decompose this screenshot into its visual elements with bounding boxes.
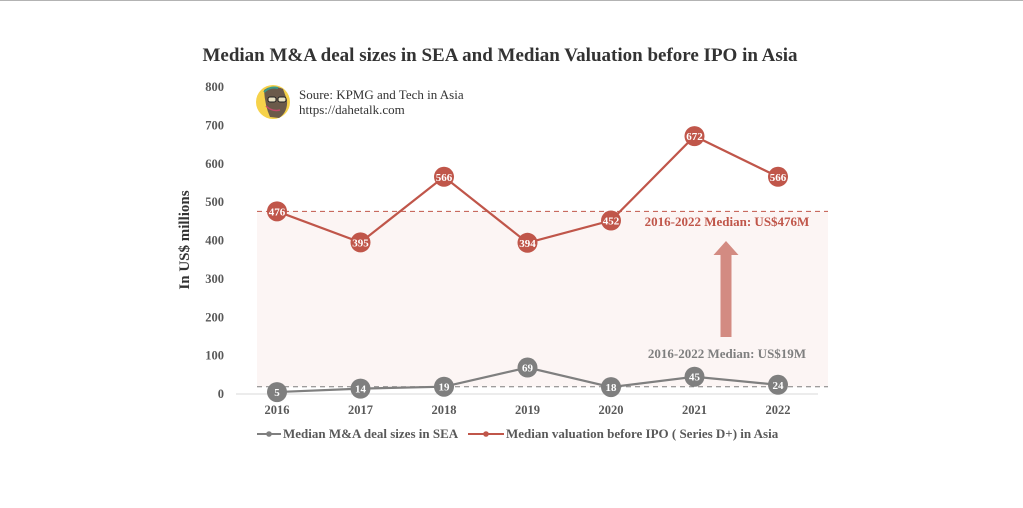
series-ipo-valuation: 476 395 566 394 452 672 566	[267, 126, 788, 253]
data-point	[517, 357, 538, 378]
series-layer: 5 14 19 69 18 45 24 476 395 566 394 452 672 566	[267, 126, 788, 403]
data-label: 395	[352, 237, 369, 249]
data-point	[684, 126, 705, 147]
x-tick-label: 2019	[515, 403, 540, 417]
avatar-hair	[263, 86, 279, 93]
data-label: 14	[355, 384, 367, 396]
data-label: 566	[436, 172, 453, 184]
data-point	[517, 232, 538, 253]
data-point	[601, 377, 621, 398]
data-point	[768, 166, 788, 187]
legend-label-ma: Median M&A deal sizes in SEA	[283, 426, 459, 441]
data-label: 19	[439, 382, 451, 394]
avatar-detail	[265, 105, 281, 112]
data-label: 566	[770, 172, 787, 184]
data-label: 476	[269, 206, 286, 218]
legend: Median M&A deal sizes in SEA Median valu…	[257, 426, 779, 441]
data-point	[350, 232, 371, 253]
data-label: 452	[603, 216, 620, 228]
y-tick-label: 0	[218, 387, 224, 401]
y-axis-label: In US$ millions	[177, 190, 193, 289]
x-tick-label: 2021	[682, 403, 707, 417]
y-tick-label: 300	[205, 272, 224, 286]
avatar-glasses-right	[277, 96, 287, 103]
data-point	[350, 378, 371, 399]
data-point	[434, 166, 454, 187]
data-label: 672	[686, 131, 703, 143]
data-label: 45	[689, 372, 701, 384]
reference-label-valuation: 2016-2022 Median: US$476M	[645, 214, 810, 229]
legend-item-ipo: Median valuation before IPO ( Series D+)…	[468, 426, 779, 441]
source-block: Soure: KPMG and Tech in Asia https://dah…	[256, 85, 464, 119]
data-label: 394	[519, 238, 536, 250]
reference-label-ma: 2016-2022 Median: US$19M	[648, 346, 806, 361]
chart-title: Median M&A deal sizes in SEA and Median …	[202, 45, 798, 66]
data-label: 18	[606, 382, 618, 394]
legend-label-ipo: Median valuation before IPO ( Series D+)…	[506, 426, 779, 441]
y-tick-label: 800	[205, 80, 224, 94]
legend-marker-ma	[266, 431, 272, 437]
x-tick-label: 2022	[766, 403, 791, 417]
data-point	[434, 376, 454, 397]
arrow-annotation-layer	[713, 241, 739, 337]
top-border	[0, 0, 1023, 1]
data-point	[267, 201, 287, 222]
x-tick-label: 2018	[432, 403, 457, 417]
author-avatar	[256, 85, 290, 119]
avatar-face	[264, 86, 288, 118]
data-label: 24	[773, 380, 785, 392]
up-arrow-icon	[713, 241, 739, 337]
data-label: 69	[522, 363, 534, 375]
avatar-glasses-left	[267, 96, 277, 103]
x-tick-label: 2016	[265, 403, 290, 417]
data-label: 5	[274, 387, 280, 399]
legend-item-ma: Median M&A deal sizes in SEA	[257, 426, 459, 441]
data-point	[601, 210, 621, 231]
source-url: https://dahetalk.com	[299, 102, 405, 117]
axis-layer: 0 100 200 300 400 500 600 700 800 2016 2017 2018 201…	[205, 80, 818, 417]
data-point	[768, 374, 788, 395]
y-tick-label: 100	[205, 349, 224, 363]
x-tick-label: 2017	[348, 403, 373, 417]
reference-lines: 2016-2022 Median: US$476M 2016-2022 Media…	[257, 210, 828, 388]
data-point	[684, 366, 705, 387]
x-tick-label: 2020	[599, 403, 624, 417]
y-tick-label: 400	[205, 234, 224, 248]
source-text: Soure: KPMG and Tech in Asia	[299, 87, 464, 102]
y-tick-label: 200	[205, 310, 224, 324]
y-tick-label: 600	[205, 157, 224, 171]
series-ma-deal-sizes: 5 14 19 69 18 45 24	[267, 357, 788, 403]
y-tick-label: 500	[205, 195, 224, 209]
y-tick-label: 700	[205, 118, 224, 132]
data-point	[267, 382, 287, 403]
legend-marker-ipo	[483, 431, 489, 437]
